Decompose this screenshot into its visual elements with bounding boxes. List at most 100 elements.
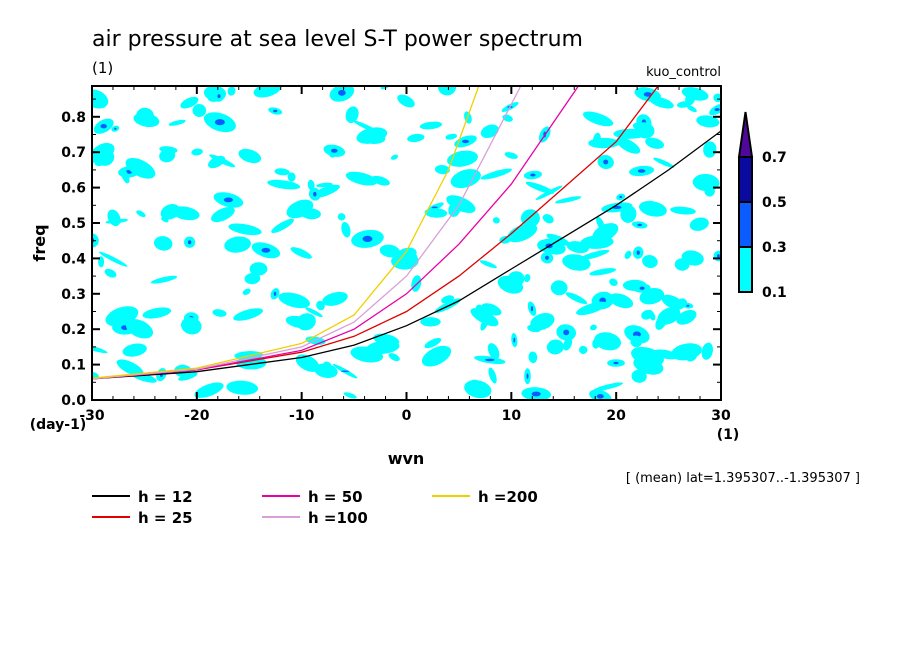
contour-blob xyxy=(616,137,641,154)
contour-blob xyxy=(554,196,582,204)
contour-blob xyxy=(692,173,720,192)
contour-blob xyxy=(594,332,622,351)
contour-blob-mid xyxy=(462,139,469,144)
contour-blob xyxy=(504,152,518,159)
x-tick-label: 20 xyxy=(606,408,626,424)
colorbar-segment xyxy=(738,246,753,293)
y-tick-label: 0.7 xyxy=(61,145,86,161)
contour-blob xyxy=(424,208,448,218)
contour-blob xyxy=(307,179,315,191)
contour-blob xyxy=(480,316,490,331)
contour-blob xyxy=(322,291,348,306)
contour-blob xyxy=(194,382,224,398)
contour-blob xyxy=(136,107,154,125)
contour-blob-mid xyxy=(261,247,271,253)
contour-blob xyxy=(303,209,315,217)
contour-blob xyxy=(390,154,399,160)
contour-fill-layer xyxy=(92,86,721,400)
y-tick-label: 0.2 xyxy=(61,322,86,338)
contour-blob xyxy=(122,343,147,357)
contour-blob xyxy=(563,337,573,351)
contour-blob-mid xyxy=(619,195,623,199)
series-line-4 xyxy=(91,85,480,379)
contour-blob xyxy=(345,106,359,124)
contour-blob-mid xyxy=(526,373,529,380)
contour-blob-mid xyxy=(530,173,536,177)
contour-blob xyxy=(487,343,500,360)
contour-blob-mid xyxy=(217,94,221,99)
dispersion-curves xyxy=(91,85,722,380)
contour-blob xyxy=(345,171,378,186)
contour-blob xyxy=(120,168,130,184)
contour-blob xyxy=(464,380,492,399)
contour-blob xyxy=(639,287,665,305)
y-tick-label: 0.5 xyxy=(61,216,86,232)
y-axis-label: freq xyxy=(30,224,49,261)
series-line-3 xyxy=(91,85,522,380)
x-tick-label: 10 xyxy=(502,408,522,424)
contour-blob xyxy=(125,318,154,339)
contour-blob-mid xyxy=(637,169,646,173)
contour-blob-mid xyxy=(603,159,609,165)
y-axis: 0.0 0.1 0.2 0.3 0.4 0.5 0.6 0.7 0.8 xyxy=(61,98,721,409)
contour-blob xyxy=(142,307,172,319)
contour-blob xyxy=(227,86,236,96)
x-axis-label: wvn xyxy=(388,449,425,468)
contour-blob xyxy=(670,206,696,215)
contour-blob xyxy=(520,209,540,228)
contour-blob xyxy=(579,345,588,355)
contour-blob xyxy=(136,210,146,218)
contour-blob xyxy=(480,168,512,180)
contour-blob xyxy=(630,335,643,348)
contour-blob-mid xyxy=(513,337,516,343)
contour-blob xyxy=(191,148,203,156)
contour-blob xyxy=(579,249,610,260)
contour-blob-mid xyxy=(636,250,640,255)
contour-blob-mid xyxy=(686,304,690,307)
contour-blob xyxy=(542,214,554,224)
contour-blob xyxy=(655,314,667,330)
contour-blob xyxy=(596,216,605,231)
contour-blob-mid xyxy=(563,329,570,336)
x-tick-label: -30 xyxy=(79,408,105,424)
contour-blob xyxy=(580,235,614,249)
contour-blob xyxy=(253,86,282,98)
contour-blob xyxy=(314,363,338,379)
contour-blob xyxy=(434,164,450,175)
contour-blob xyxy=(621,130,636,139)
contour-blob-mid xyxy=(313,191,317,197)
contour-blob xyxy=(343,392,357,399)
contour-blob xyxy=(676,309,697,325)
latitude-annotation: [ (mean) lat=1.395307..-1.395307 ] xyxy=(626,471,860,486)
x-axis: -30 -20 -10 0 10 20 30 xyxy=(79,86,731,424)
contour-blob xyxy=(639,200,667,217)
x-tick-label: -10 xyxy=(289,408,315,424)
y-tick-label: 0.1 xyxy=(61,358,86,374)
legend: h = 12 h = 25 h = 50 h =100 h =200 xyxy=(92,488,538,527)
contour-blob xyxy=(642,255,658,268)
contour-blob xyxy=(397,94,415,108)
contour-blob xyxy=(107,209,121,227)
series-line-1 xyxy=(91,85,659,380)
contour-blob xyxy=(92,142,115,161)
contour-blob xyxy=(371,175,390,186)
contour-blob xyxy=(609,293,634,309)
colorbar: 0.1 0.3 0.5 0.7 xyxy=(737,111,787,301)
contour-blob xyxy=(631,369,647,383)
x-tick-label: 30 xyxy=(711,408,731,424)
contour-blob xyxy=(249,262,268,276)
contour-blob xyxy=(125,157,156,179)
y-tick-label: 0.3 xyxy=(61,287,86,303)
contour-blob xyxy=(212,309,227,317)
contour-blob xyxy=(647,309,656,321)
contour-blob xyxy=(278,292,310,309)
contour-blob xyxy=(224,236,251,253)
contour-blob-mid xyxy=(530,306,534,312)
contour-blob xyxy=(98,251,128,267)
contour-blob xyxy=(180,96,199,109)
contour-blob xyxy=(271,218,294,234)
contour-blob xyxy=(530,312,555,331)
contour-blob-mid xyxy=(214,119,225,126)
contour-blob xyxy=(181,317,202,335)
contour-blob xyxy=(238,148,262,164)
